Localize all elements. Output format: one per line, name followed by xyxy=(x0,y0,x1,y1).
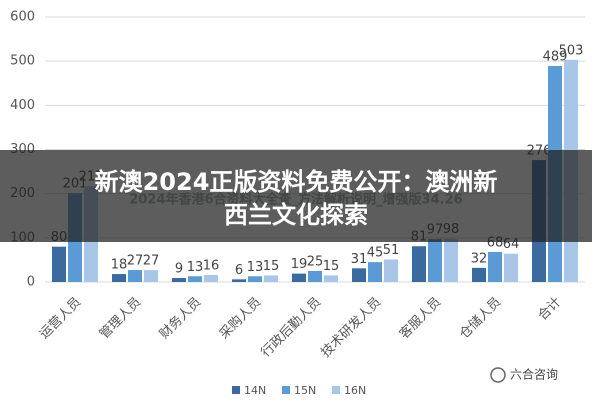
bar xyxy=(52,246,66,282)
value-label: 15 xyxy=(263,259,280,274)
bar xyxy=(264,275,278,282)
bar xyxy=(384,259,398,282)
y-tick-label: 400 xyxy=(10,98,35,113)
value-label: 25 xyxy=(307,254,324,269)
bar xyxy=(292,273,306,282)
legend-swatch xyxy=(282,386,290,394)
banner xyxy=(0,150,592,242)
value-label: 6 xyxy=(235,263,243,278)
value-label: 503 xyxy=(559,43,584,58)
bar xyxy=(428,239,442,282)
x-tick-label: 行政后勤人员 xyxy=(259,295,325,361)
bar xyxy=(144,270,158,282)
value-label: 13 xyxy=(247,260,264,275)
bar xyxy=(172,278,186,282)
bar xyxy=(248,276,262,282)
logo-text: 六合咨询 xyxy=(510,367,558,382)
x-tick-label: 仓储人员 xyxy=(457,295,504,342)
legend-swatch xyxy=(232,386,240,394)
bar xyxy=(308,270,322,282)
bar xyxy=(444,238,458,282)
value-label: 31 xyxy=(351,252,368,267)
x-tick-label: 客服人员 xyxy=(396,294,444,342)
bar xyxy=(188,276,202,282)
bar xyxy=(488,251,502,282)
value-label: 9 xyxy=(175,262,183,277)
bar xyxy=(368,262,382,282)
bar xyxy=(412,246,426,282)
value-label: 489 xyxy=(543,50,568,65)
value-label: 27 xyxy=(143,254,160,269)
bar xyxy=(112,274,126,282)
bar xyxy=(232,279,246,282)
logo-icon xyxy=(490,367,506,383)
headline: 新澳2024正版资料免费公开：澳洲新 xyxy=(95,168,498,196)
value-label: 27 xyxy=(127,254,144,269)
value-label: 45 xyxy=(367,246,384,261)
x-tick-label: 管理人员 xyxy=(97,295,144,342)
value-label: 51 xyxy=(383,243,400,258)
value-label: 15 xyxy=(323,259,340,274)
legend-label: 15N xyxy=(294,384,316,397)
bar xyxy=(128,270,142,282)
legend-label: 16N xyxy=(344,384,366,397)
value-label: 16 xyxy=(203,258,220,273)
x-tick-label: 技术研发人员 xyxy=(318,294,384,360)
bar xyxy=(204,274,218,282)
value-label: 32 xyxy=(471,251,488,266)
y-tick-label: 500 xyxy=(10,54,35,69)
value-label: 18 xyxy=(111,258,128,273)
headline: 西兰文化探索 xyxy=(224,201,368,229)
x-tick-label: 采购人员 xyxy=(216,294,264,342)
bar xyxy=(472,267,486,282)
x-tick-label: 运营人员 xyxy=(37,295,84,342)
y-tick-label: 0 xyxy=(27,275,35,290)
x-tick-label: 合计 xyxy=(535,295,564,324)
y-tick-label: 600 xyxy=(10,10,35,25)
legend-swatch xyxy=(332,386,340,394)
value-label: 19 xyxy=(291,257,308,272)
bar xyxy=(324,275,338,282)
value-label: 13 xyxy=(187,260,204,275)
bar xyxy=(352,268,366,282)
legend-label: 14N xyxy=(244,384,266,397)
x-tick-label: 财务人员 xyxy=(156,294,204,342)
bar xyxy=(504,253,518,282)
